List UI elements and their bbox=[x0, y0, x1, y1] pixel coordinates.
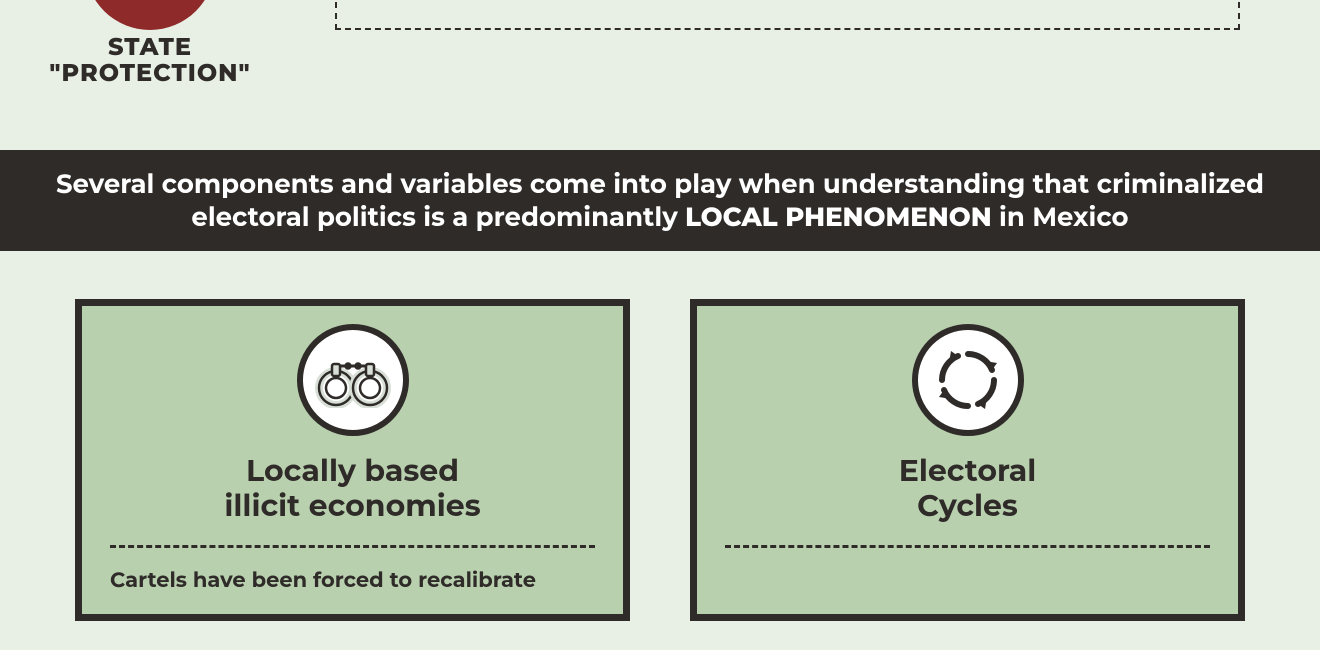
card-electoral-cycles: Electoral Cycles bbox=[690, 299, 1245, 621]
card-title-line1: Electoral bbox=[725, 454, 1210, 489]
card-illicit-economies: Locally based illicit economies Cartels … bbox=[75, 299, 630, 621]
card-title: Locally based illicit economies bbox=[110, 454, 595, 523]
section-banner: Several components and variables come in… bbox=[0, 150, 1320, 251]
card-body: Cartels have been forced to recalibrate bbox=[110, 568, 595, 594]
infographic-page: STATE "PROTECTION" Several components an… bbox=[0, 0, 1320, 650]
shield-inner bbox=[85, 0, 215, 30]
icon-circle-cycle bbox=[912, 324, 1024, 436]
state-protection-label: STATE "PROTECTION" bbox=[30, 35, 270, 88]
cycle-icon bbox=[933, 345, 1003, 415]
dashed-box-fragment bbox=[335, 0, 1240, 30]
cards-section: Locally based illicit economies Cartels … bbox=[0, 251, 1320, 621]
icon-circle-handcuffs bbox=[297, 324, 409, 436]
banner-text-2: in Mexico bbox=[992, 201, 1129, 233]
shield-circle-fragment bbox=[85, 0, 215, 30]
banner-bold-phrase: LOCAL PHENOMENON bbox=[685, 201, 992, 233]
card-title-line1: Locally based bbox=[110, 454, 595, 489]
state-protection-line1: STATE bbox=[30, 35, 270, 61]
state-protection-line2: "PROTECTION" bbox=[30, 61, 270, 87]
card-title-line2: illicit economies bbox=[110, 489, 595, 524]
top-section: STATE "PROTECTION" bbox=[0, 0, 1320, 150]
card-divider bbox=[725, 545, 1210, 548]
card-divider bbox=[110, 545, 595, 548]
card-title: Electoral Cycles bbox=[725, 454, 1210, 523]
card-title-line2: Cycles bbox=[725, 489, 1210, 524]
handcuffs-icon bbox=[314, 352, 392, 408]
